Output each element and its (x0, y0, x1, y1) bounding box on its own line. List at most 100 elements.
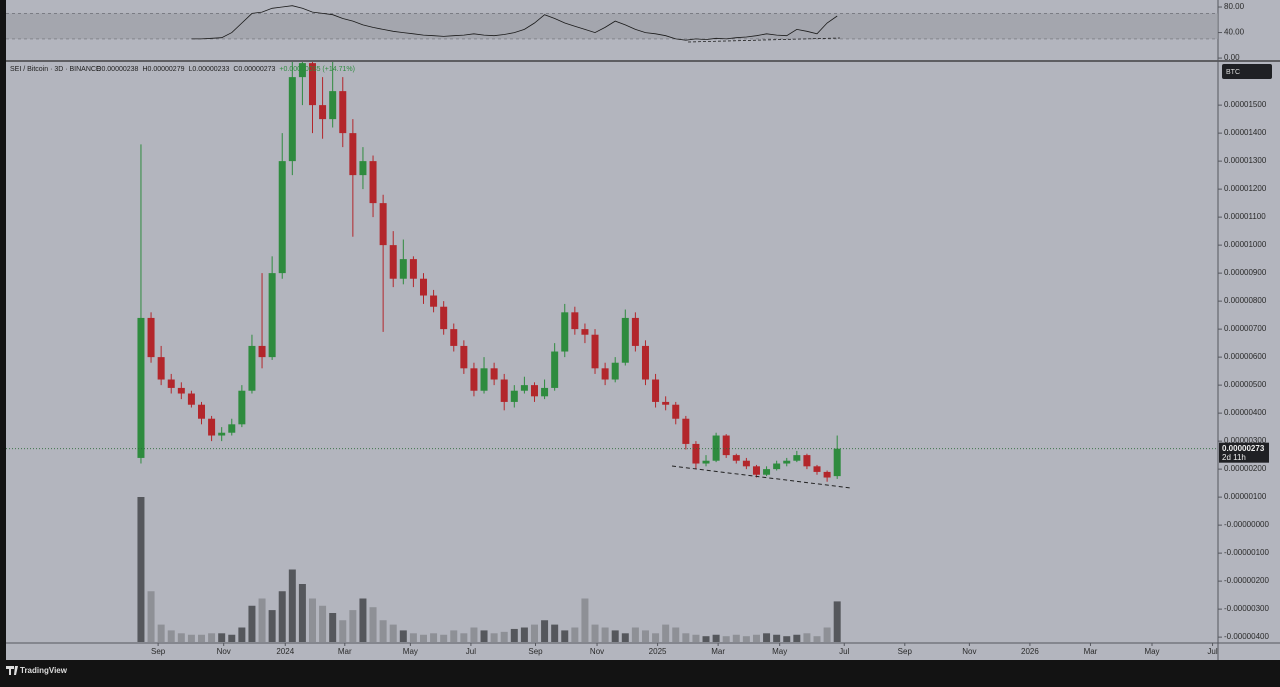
x-tick-label: Jul (1207, 647, 1217, 656)
candle-body (389, 245, 397, 279)
y-tick-label: 0.00001500 (1224, 100, 1267, 109)
candle-body (228, 424, 236, 433)
candle-body (490, 368, 498, 380)
candle-body (510, 390, 518, 402)
volume-bar (833, 601, 841, 642)
candle-body (208, 418, 216, 436)
y-tick-label: -0.00000300 (1224, 604, 1269, 613)
price-pane (6, 62, 1218, 642)
candle-body (349, 133, 357, 176)
x-tick-label: May (403, 647, 418, 656)
volume-bar (339, 620, 347, 642)
y-tick-label: -0.00000000 (1224, 520, 1269, 529)
volume-bar (248, 605, 256, 642)
volume-bar (813, 636, 821, 642)
candle-body (268, 273, 276, 358)
candle-body (692, 443, 700, 464)
volume-bar (167, 630, 175, 642)
candle-body (339, 91, 347, 134)
volume-bar (308, 598, 316, 642)
x-tick-label: 2025 (649, 647, 667, 656)
candle-body (662, 401, 670, 405)
candle-body (419, 278, 427, 296)
volume-bar (510, 628, 518, 642)
currency[interactable]: BTC (1226, 69, 1240, 76)
legend-value: H0.00000279 (142, 66, 184, 73)
volume-bar (742, 636, 750, 642)
brand-logo (6, 666, 18, 675)
volume-bar (208, 633, 216, 642)
symbol: SEI / Bitcoin · 3D · BINANCE (10, 66, 101, 73)
legend-value: C0.00000273 (233, 66, 275, 73)
x-tick-label: 2024 (276, 647, 294, 656)
y-tick-label: 0.00000800 (1224, 296, 1267, 305)
candle-body (147, 317, 155, 358)
candle-body (732, 455, 740, 461)
candle-body (581, 329, 589, 335)
candle-body (672, 404, 680, 419)
rsi-trendline (687, 37, 841, 43)
candle-body (319, 105, 327, 120)
volume-bar (137, 497, 145, 642)
x-tick-label: 2026 (1021, 647, 1039, 656)
candle-body (763, 469, 771, 475)
candle-body (530, 385, 538, 397)
candle-body (278, 161, 286, 274)
volume-bar (319, 605, 327, 642)
volume-bar (591, 624, 599, 642)
candle-body (561, 312, 569, 352)
volume-bar (187, 634, 195, 642)
candle-body (773, 463, 781, 470)
volume-bar (238, 627, 246, 642)
candle-body (430, 295, 438, 307)
volume-bar (500, 631, 508, 642)
volume-bar (228, 634, 236, 642)
candle-body (571, 312, 579, 330)
x-tick-label: Nov (217, 647, 231, 656)
y-tick-label: 0.00001200 (1224, 184, 1267, 193)
volume-bar (631, 627, 639, 642)
footer (0, 660, 1280, 682)
candle-body (702, 460, 710, 464)
x-tick-label: Nov (590, 647, 604, 656)
candle-body (551, 351, 559, 388)
volume-bar (389, 624, 397, 642)
volume-bar (732, 634, 740, 642)
candle-body (359, 161, 367, 176)
candle-body (621, 317, 629, 363)
volume-bar (722, 636, 730, 642)
axes: 0.00001500 0.00001400 0.00001300 0.00001200… (151, 2, 1269, 656)
candle-body (813, 466, 821, 472)
volume-bar (218, 633, 226, 642)
volume-bar (672, 627, 680, 642)
volume-bar (611, 630, 619, 642)
last-price-label: 0.00000273 (1222, 444, 1265, 453)
y-tick-label: 0.00000700 (1224, 324, 1267, 333)
candle-body (258, 345, 266, 358)
y-tick-label: 0.00001100 (1224, 212, 1266, 221)
candle-body (218, 432, 226, 436)
price-axis-background (1218, 0, 1280, 660)
volume-bar (430, 633, 438, 642)
candle-body (712, 435, 720, 461)
volume-bar (298, 584, 306, 642)
volume-bar (581, 598, 589, 642)
y-tick-label: -0.00000400 (1224, 632, 1269, 641)
candle-body (752, 466, 760, 475)
candle-body (379, 203, 387, 246)
y-tick-label: 0.00000900 (1224, 268, 1267, 277)
x-tick-label: Sep (151, 647, 166, 656)
y-tick-label: -0.00000100 (1224, 548, 1269, 557)
candle-body (369, 161, 377, 204)
volume-bar (793, 634, 801, 642)
volume-bar (490, 633, 498, 642)
volume-bar (823, 627, 831, 642)
candle-body (803, 455, 811, 467)
volume-bar (551, 624, 559, 642)
x-tick-label: Jul (466, 647, 476, 656)
legend-value: +0.00000035 (+14.71%) (279, 66, 355, 73)
currency-button[interactable] (1222, 64, 1272, 79)
candle-body (742, 460, 750, 467)
candle-body (722, 435, 730, 456)
volume-bar (702, 636, 710, 642)
